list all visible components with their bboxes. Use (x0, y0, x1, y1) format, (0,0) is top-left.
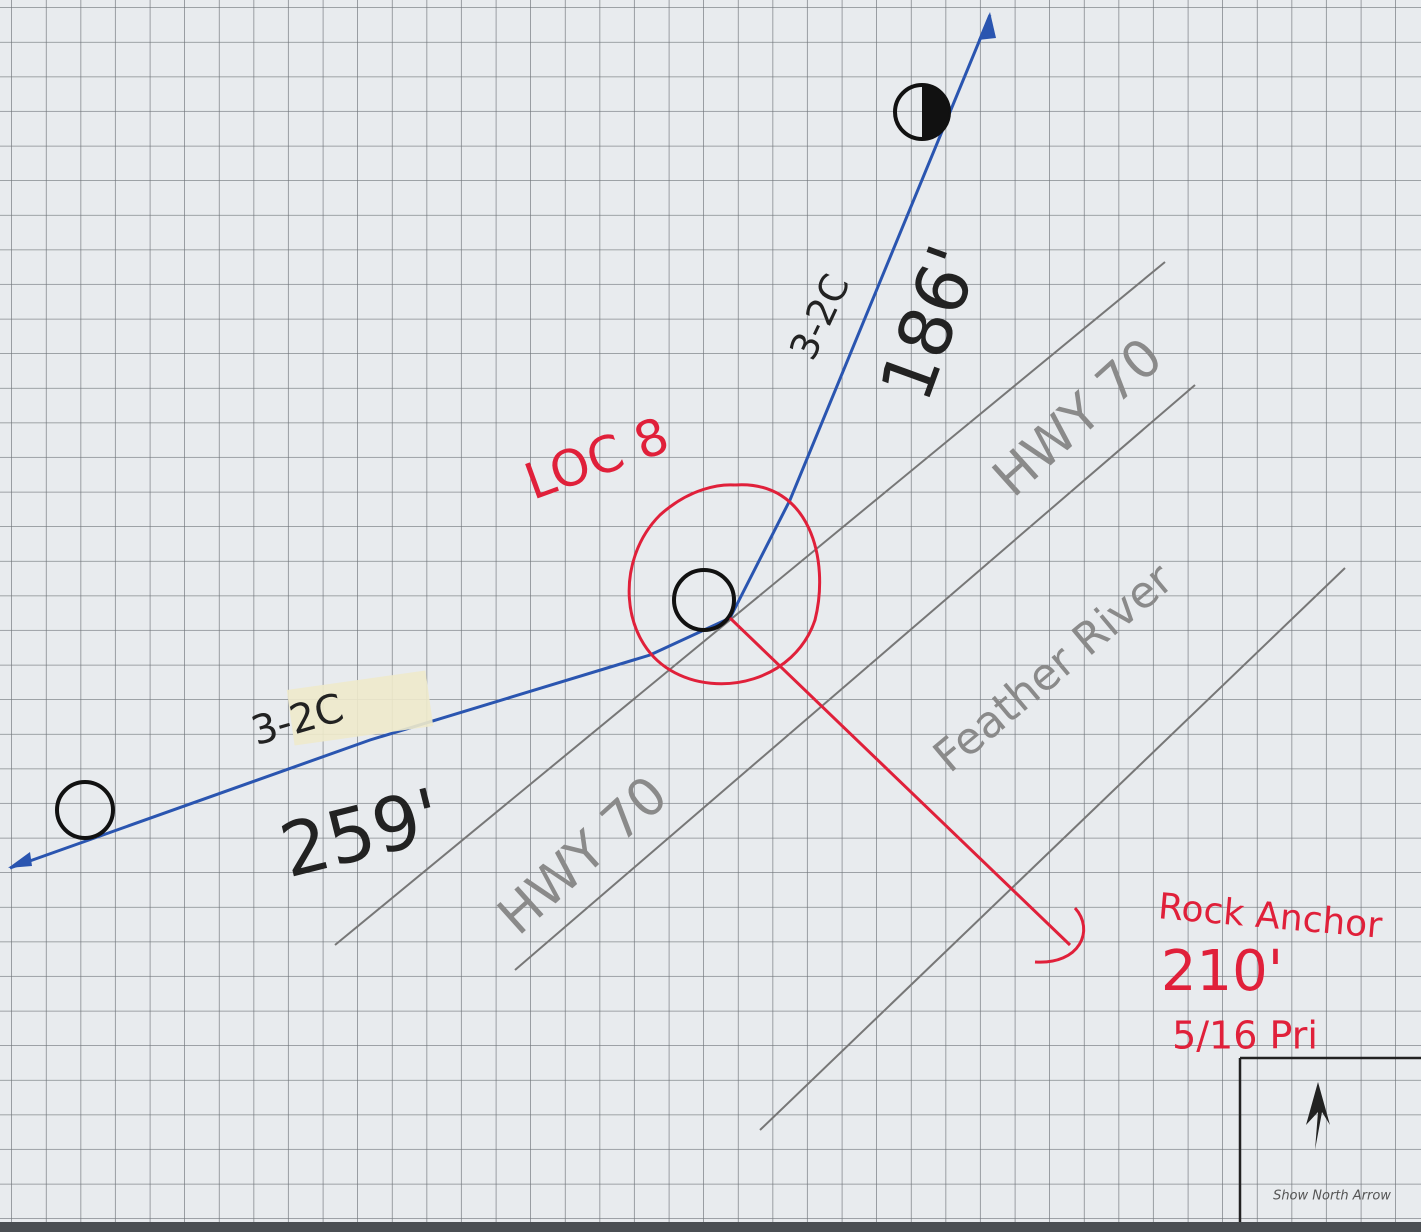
paper-edge (0, 1222, 1421, 1232)
anchor-length: 210' (1161, 939, 1283, 1004)
north-box-label: Show North Arrow (1273, 1189, 1391, 1204)
anchor-guy-label: 5/16 Pri (1172, 1014, 1318, 1058)
sketch: LOC 8 3-2C 186' 3-2C 259' HWY 70 HWY 70 … (0, 0, 1421, 1232)
